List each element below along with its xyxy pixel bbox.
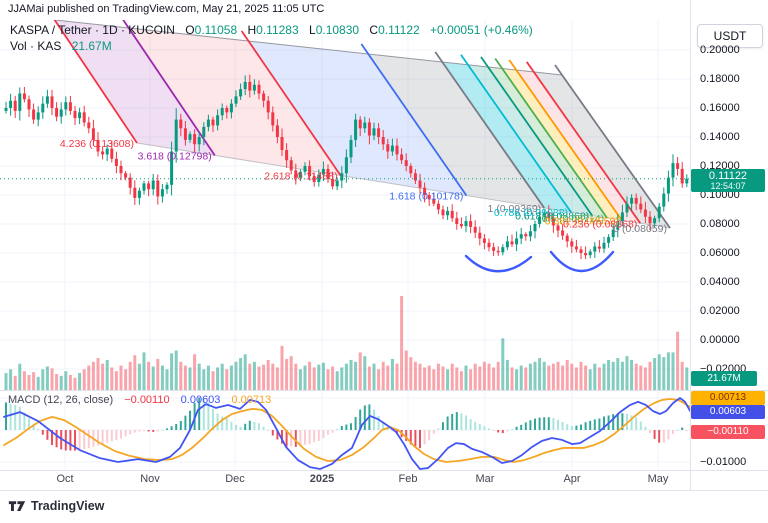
- last-price-badge: 0.11122 12:54:07: [691, 169, 765, 192]
- svg-text:3.618 (0.12798): 3.618 (0.12798): [138, 150, 212, 162]
- time-axis[interactable]: Oct Nov Dec 2025 Feb Mar Apr May: [0, 470, 690, 490]
- svg-text:0.786 (0.09088): 0.786 (0.09088): [494, 207, 568, 219]
- time-tick-label: Feb: [398, 473, 418, 485]
- macd-axis-badge: 0.00603: [691, 405, 765, 419]
- macd-indicator: [3, 397, 690, 470]
- tradingview-logo-text: TradingView: [31, 498, 105, 513]
- price-tick-label: 0.02000: [700, 305, 740, 317]
- svg-text:1.618 (0.10178): 1.618 (0.10178): [389, 191, 463, 203]
- volume-value: 21.67M: [71, 39, 112, 53]
- time-tick-label: Mar: [475, 473, 495, 485]
- macd-title: MACD (12, 26, close): [8, 394, 114, 406]
- macd-axis-badge: −0.00110: [691, 425, 765, 439]
- open-value: 0.11058: [194, 23, 238, 37]
- svg-text:4.236 (0.13608): 4.236 (0.13608): [60, 138, 134, 150]
- time-tick-label: May: [647, 473, 669, 485]
- price-tick-label: 0.18000: [700, 73, 740, 85]
- symbol-title: KASPA / Tether · 1D · KUCOIN: [10, 23, 175, 37]
- macd-legend[interactable]: MACD (12, 26, close) −0.00110 0.00603 0.…: [8, 394, 271, 406]
- publish-header: JJAMai published on TradingView.com, May…: [8, 3, 325, 15]
- open-label: O: [185, 23, 195, 37]
- close-label: C: [369, 23, 379, 37]
- price-tick-label: −0.01000: [700, 456, 747, 468]
- blue-arc-drawings[interactable]: [464, 250, 615, 273]
- volume-series: [4, 296, 689, 390]
- volume-badge: 21.67M: [691, 371, 757, 386]
- svg-text:1 (0.09369): 1 (0.09369): [487, 203, 541, 215]
- low-label: L: [309, 23, 316, 37]
- svg-text:0.5 (0.08714): 0.5 (0.08714): [542, 213, 604, 225]
- candlestick-series: [4, 74, 689, 260]
- bar-countdown: 12:54:07: [710, 181, 746, 191]
- tradingview-logo-icon: [8, 501, 26, 511]
- price-tick-label: 0.20000: [700, 44, 740, 56]
- volume-legend[interactable]: Vol · KAS 21.67M: [10, 39, 112, 53]
- tradingview-logo[interactable]: TradingView: [8, 498, 104, 513]
- macd-line-value: 0.00603: [180, 394, 221, 406]
- volume-title: Vol · KAS: [10, 39, 62, 53]
- high-label: H: [247, 23, 257, 37]
- price-tick-label: 0.00000: [700, 334, 740, 346]
- svg-text:2.618 (0.11488): 2.618 (0.11488): [264, 170, 337, 182]
- price-tick-label: 0.06000: [700, 247, 740, 259]
- time-tick-label: Nov: [140, 473, 160, 485]
- svg-text:0.236 (0.08368): 0.236 (0.08368): [563, 218, 637, 230]
- pane-separators: [0, 0, 768, 491]
- symbol-legend[interactable]: KASPA / Tether · 1D · KUCOIN O0.11058 H0…: [10, 23, 533, 37]
- price-tick-label: 0.10000: [700, 189, 740, 201]
- last-price-value: 0.11122: [708, 170, 748, 182]
- low-value: 0.10830: [315, 23, 360, 37]
- time-tick-label: Dec: [225, 473, 245, 485]
- time-tick-label: Oct: [56, 473, 74, 485]
- price-tick-label: 0.16000: [700, 102, 740, 114]
- time-tick-label: 2025: [309, 473, 335, 485]
- macd-signal-value: 0.00713: [231, 394, 272, 406]
- fib-level-labels: 4.236 (0.13608) 3.618 (0.12798) 2.618 (0.1…: [60, 138, 667, 235]
- change-value: +0.00051 (+0.46%): [430, 23, 533, 37]
- time-tick-label: Apr: [563, 473, 581, 485]
- macd-axis-badge: 0.00713: [691, 391, 765, 405]
- svg-text:0.618 (0.08868): 0.618 (0.08868): [515, 211, 589, 223]
- svg-text:0.382 (0.08559): 0.382 (0.08559): [545, 215, 619, 227]
- price-tick-label: 0.04000: [700, 276, 740, 288]
- macd-hist-value: −0.00110: [124, 394, 170, 406]
- svg-text:0 (0.08059): 0 (0.08059): [613, 223, 667, 235]
- close-value: 0.11122: [378, 23, 420, 37]
- currency-toggle-button[interactable]: USDT: [697, 24, 763, 48]
- price-tick-label: 0.08000: [700, 218, 740, 230]
- price-tick-label: 0.14000: [700, 131, 740, 143]
- high-value: 0.11283: [256, 23, 299, 37]
